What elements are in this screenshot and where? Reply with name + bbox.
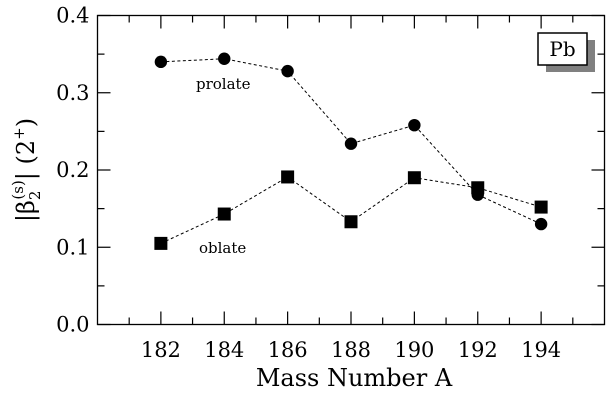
x-tick-label: 182 (141, 338, 181, 362)
plot-frame (96, 14, 606, 326)
y-tick-label: 0.4 (56, 4, 89, 28)
x-tick-label: 194 (521, 338, 561, 362)
axis-ticks (97, 14, 605, 326)
x-tick-label: 184 (204, 338, 244, 362)
point-prolate (344, 137, 358, 150)
x-tick-label: 186 (268, 338, 308, 362)
legend-frame (537, 32, 588, 66)
y-label-prefix: |β (12, 200, 41, 222)
annotation-oblate: oblate (199, 239, 246, 257)
series-markers (154, 52, 548, 250)
point-oblate (217, 207, 231, 221)
legend-box: Pb (537, 32, 595, 72)
y-tick-label: 0.3 (56, 81, 89, 105)
y-axis-label: |β2(s)| (2+) (9, 118, 44, 222)
y-label-suffix: | (2 (12, 140, 41, 180)
y-label-close: ) (12, 118, 40, 127)
x-axis-label: Mass Number A (256, 364, 453, 392)
y-tick-label: 0.2 (56, 158, 89, 182)
x-tick-label: 188 (331, 338, 371, 362)
point-prolate (408, 118, 421, 132)
y-label-sup2: + (10, 127, 28, 140)
y-tick-label: 0.1 (56, 235, 89, 259)
point-prolate (534, 217, 548, 231)
x-tick-label: 190 (394, 338, 434, 362)
point-prolate (154, 55, 168, 69)
point-oblate (471, 181, 485, 195)
point-prolate (281, 64, 294, 78)
y-tick-labels: 0.0 0.1 0.2 0.3 0.4 (56, 4, 89, 337)
point-oblate (534, 200, 548, 214)
point-oblate (154, 236, 168, 250)
x-tick-labels: 182 184 186 188 190 192 194 (141, 338, 561, 362)
point-oblate (344, 215, 358, 229)
legend-label: Pb (549, 37, 575, 61)
point-oblate (281, 170, 295, 184)
annotation-prolate: prolate (196, 75, 251, 93)
y-tick-label: 0.0 (56, 313, 89, 337)
point-prolate (218, 52, 231, 65)
y-label-sub: 2 (26, 191, 44, 201)
x-tick-label: 192 (458, 338, 498, 362)
y-label-sup: (s) (9, 180, 27, 199)
point-oblate (407, 171, 421, 185)
